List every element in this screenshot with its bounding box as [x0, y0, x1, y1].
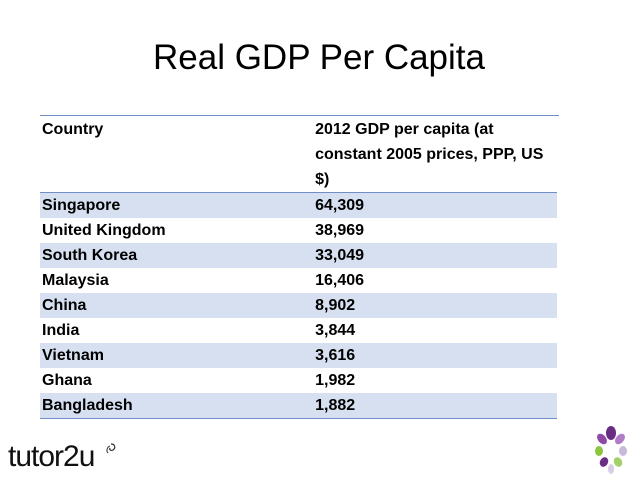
table-row: South Korea 33,049	[40, 243, 557, 268]
country-cell: Singapore	[42, 197, 121, 214]
table-body: Singapore 64,309 United Kingdom 38,969 S…	[40, 192, 557, 419]
slide-title: Real GDP Per Capita	[152, 38, 485, 77]
country-cell: South Korea	[42, 247, 138, 264]
table-row: Malaysia 16,406	[40, 268, 557, 293]
country-cell: India	[42, 322, 80, 339]
country-cell: China	[42, 297, 87, 314]
gdp-cell: 3,844	[315, 322, 356, 339]
flower-icon	[595, 426, 627, 474]
table-row: India 3,844	[40, 318, 557, 343]
header-row: Country 2012 GDP per capita (at constant…	[40, 115, 557, 193]
gdp-cell: 33,049	[315, 247, 365, 264]
gdp-cell: 1,882	[315, 397, 356, 414]
table-row: China 8,902	[40, 293, 557, 318]
table-row: Bangladesh 1,882	[40, 393, 557, 419]
country-cell: United Kingdom	[42, 222, 166, 239]
gdp-cell: 3,616	[315, 347, 356, 364]
tutor2u-logo: tutor2u	[8, 440, 95, 473]
table-row: United Kingdom 38,969	[40, 218, 557, 243]
gdp-cell: 38,969	[315, 222, 365, 239]
table-top-rule	[40, 115, 559, 116]
gdp-cell: 64,309	[315, 197, 365, 214]
header-gdp: 2012 GDP per capita (at constant 2005 pr…	[315, 121, 544, 188]
gdp-cell: 16,406	[315, 272, 365, 289]
country-cell: Ghana	[42, 372, 92, 389]
country-cell: Malaysia	[42, 272, 109, 289]
table-row: Ghana 1,982	[40, 368, 557, 393]
table-header: Country 2012 GDP per capita (at constant…	[40, 115, 557, 193]
country-cell: Vietnam	[42, 347, 104, 364]
gdp-cell: 8,902	[315, 297, 356, 314]
gdp-table: Country 2012 GDP per capita (at constant…	[40, 115, 557, 419]
gdp-cell: 1,982	[315, 372, 356, 389]
country-cell: Bangladesh	[42, 397, 133, 414]
header-country: Country	[42, 121, 104, 138]
swirl-icon	[106, 443, 116, 454]
table-row: Vietnam 3,616	[40, 343, 557, 368]
table-row: Singapore 64,309	[40, 192, 557, 218]
